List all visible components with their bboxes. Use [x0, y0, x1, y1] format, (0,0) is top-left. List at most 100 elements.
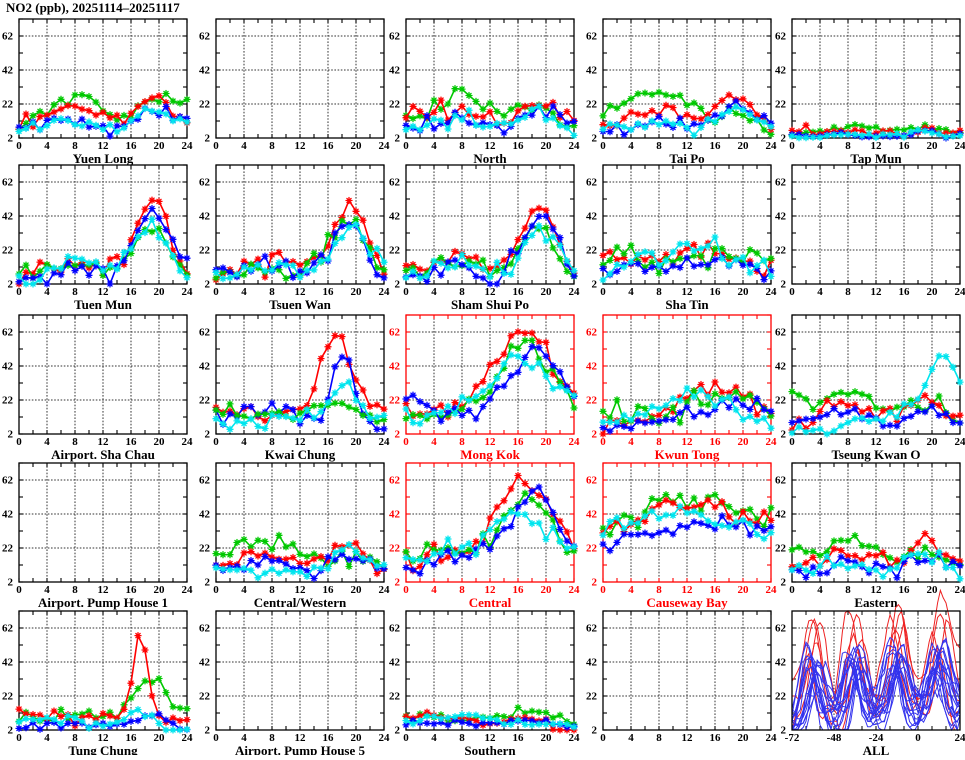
svg-text:20: 20: [738, 732, 750, 744]
svg-text:62: 62: [586, 177, 598, 189]
svg-text:4: 4: [431, 436, 437, 448]
svg-text:2: 2: [8, 279, 14, 291]
svg-text:4: 4: [44, 732, 50, 744]
svg-text:Tap Mun: Tap Mun: [850, 151, 902, 166]
svg-text:22: 22: [586, 395, 598, 407]
svg-text:4: 4: [431, 732, 437, 744]
svg-text:4: 4: [628, 732, 634, 744]
svg-text:Kwun Tong: Kwun Tong: [655, 447, 720, 462]
svg-text:20: 20: [154, 286, 166, 298]
svg-text:0: 0: [600, 584, 606, 596]
svg-text:0: 0: [16, 732, 22, 744]
svg-text:42: 42: [586, 509, 598, 521]
svg-text:4: 4: [817, 584, 823, 596]
svg-text:0: 0: [403, 286, 409, 298]
svg-text:20: 20: [541, 436, 553, 448]
svg-text:24: 24: [182, 286, 194, 298]
svg-text:20: 20: [541, 286, 553, 298]
svg-text:0: 0: [16, 140, 22, 152]
svg-text:24: 24: [379, 140, 391, 152]
svg-text:4: 4: [628, 584, 634, 596]
svg-text:2: 2: [8, 725, 14, 737]
svg-text:42: 42: [2, 361, 14, 373]
svg-text:4: 4: [817, 436, 823, 448]
svg-text:24: 24: [182, 140, 194, 152]
svg-text:Southern: Southern: [464, 743, 516, 755]
svg-text:0: 0: [213, 584, 219, 596]
svg-text:2: 2: [395, 279, 401, 291]
svg-text:24: 24: [182, 732, 194, 744]
svg-text:24: 24: [569, 140, 581, 152]
svg-text:North: North: [473, 151, 507, 166]
svg-text:24: 24: [766, 732, 778, 744]
svg-text:22: 22: [586, 691, 598, 703]
svg-text:20: 20: [541, 140, 553, 152]
svg-text:4: 4: [44, 436, 50, 448]
svg-text:Kwai Chung: Kwai Chung: [265, 447, 336, 462]
svg-text:22: 22: [775, 395, 787, 407]
svg-text:Sha Tin: Sha Tin: [665, 297, 709, 312]
svg-text:42: 42: [199, 361, 211, 373]
svg-text:8: 8: [845, 584, 851, 596]
svg-text:0: 0: [213, 140, 219, 152]
svg-text:2: 2: [395, 577, 401, 589]
svg-text:12: 12: [682, 732, 694, 744]
svg-text:12: 12: [871, 286, 883, 298]
svg-text:20: 20: [154, 436, 166, 448]
svg-text:42: 42: [775, 65, 787, 77]
svg-text:-72: -72: [785, 732, 800, 744]
svg-text:0: 0: [403, 436, 409, 448]
svg-text:24: 24: [569, 584, 581, 596]
svg-text:0: 0: [213, 286, 219, 298]
svg-text:24: 24: [955, 584, 965, 596]
svg-text:Yuen Long: Yuen Long: [73, 151, 134, 166]
svg-text:62: 62: [775, 177, 787, 189]
svg-text:Tung Chung: Tung Chung: [68, 743, 138, 755]
svg-text:42: 42: [199, 657, 211, 669]
svg-text:22: 22: [199, 395, 211, 407]
svg-text:62: 62: [586, 475, 598, 487]
svg-text:4: 4: [431, 140, 437, 152]
svg-text:20: 20: [927, 140, 939, 152]
svg-text:24: 24: [766, 286, 778, 298]
svg-text:42: 42: [199, 65, 211, 77]
svg-text:2: 2: [592, 133, 598, 145]
svg-text:62: 62: [775, 475, 787, 487]
svg-text:42: 42: [2, 211, 14, 223]
svg-text:24: 24: [379, 286, 391, 298]
svg-text:62: 62: [586, 623, 598, 635]
svg-text:62: 62: [389, 475, 401, 487]
svg-text:20: 20: [351, 436, 363, 448]
svg-text:4: 4: [628, 286, 634, 298]
svg-text:24: 24: [182, 436, 194, 448]
svg-text:2: 2: [205, 577, 211, 589]
svg-text:0: 0: [403, 140, 409, 152]
svg-text:8: 8: [656, 732, 662, 744]
svg-text:62: 62: [775, 31, 787, 43]
svg-text:22: 22: [199, 543, 211, 555]
svg-text:0: 0: [600, 140, 606, 152]
svg-text:22: 22: [199, 99, 211, 111]
svg-text:0: 0: [789, 286, 795, 298]
svg-text:16: 16: [323, 140, 335, 152]
svg-text:Tseung Kwan O: Tseung Kwan O: [831, 447, 920, 462]
svg-text:16: 16: [710, 732, 722, 744]
svg-text:Airport. Pump House 5: Airport. Pump House 5: [235, 743, 366, 755]
svg-text:16: 16: [899, 584, 911, 596]
svg-text:42: 42: [2, 509, 14, 521]
svg-text:62: 62: [2, 623, 14, 635]
svg-text:62: 62: [199, 475, 211, 487]
svg-text:22: 22: [2, 245, 14, 257]
svg-text:42: 42: [586, 657, 598, 669]
svg-text:0: 0: [16, 584, 22, 596]
svg-text:24: 24: [182, 584, 194, 596]
svg-text:24: 24: [766, 436, 778, 448]
svg-text:42: 42: [199, 211, 211, 223]
svg-text:22: 22: [389, 543, 401, 555]
svg-text:62: 62: [586, 31, 598, 43]
svg-text:24: 24: [955, 436, 965, 448]
svg-text:2: 2: [395, 133, 401, 145]
svg-text:8: 8: [269, 140, 275, 152]
svg-text:42: 42: [775, 211, 787, 223]
svg-text:20: 20: [738, 584, 750, 596]
